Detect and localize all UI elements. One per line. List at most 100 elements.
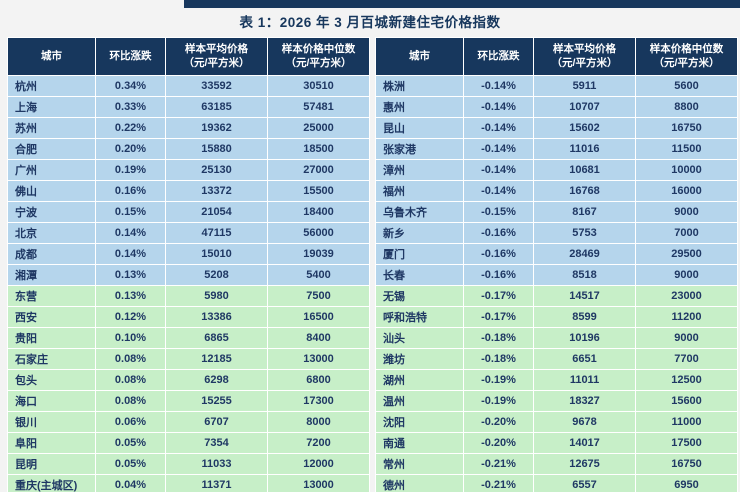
- avg-price-cell: 15255: [165, 390, 268, 412]
- mom-change-cell: 0.22%: [95, 117, 166, 139]
- city-cell: 昆山: [375, 117, 464, 139]
- median-price-cell: 19039: [267, 243, 370, 265]
- table-row: 长春 -0.16% 8518 9000: [375, 264, 738, 286]
- city-cell: 漳州: [375, 159, 464, 181]
- median-price-cell: 5600: [635, 75, 738, 97]
- mom-change-cell: -0.16%: [463, 264, 534, 286]
- mom-change-cell: -0.17%: [463, 306, 534, 328]
- table-row: 乌鲁木齐 -0.15% 8167 9000: [375, 201, 738, 223]
- median-price-cell: 27000: [267, 159, 370, 181]
- avg-price-cell: 11033: [165, 453, 268, 475]
- city-cell: 厦门: [375, 243, 464, 265]
- median-price-cell: 15500: [267, 180, 370, 202]
- price-table-left: 城市 环比涨跌 样本平均价格 （元/平方米） 样本价格中位数 （元/平方米） 杭州 0.3…: [7, 37, 370, 492]
- median-price-cell: 16750: [635, 117, 738, 139]
- mom-change-cell: 0.15%: [95, 201, 166, 223]
- table-row: 包头 0.08% 6298 6800: [7, 369, 370, 391]
- avg-price-cell: 21054: [165, 201, 268, 223]
- mom-change-cell: -0.21%: [463, 474, 534, 492]
- table-row: 杭州 0.34% 33592 30510: [7, 75, 370, 97]
- col-header-mom-change: 环比涨跌: [463, 37, 534, 76]
- city-cell: 湖州: [375, 369, 464, 391]
- city-cell: 福州: [375, 180, 464, 202]
- avg-price-cell: 15602: [533, 117, 636, 139]
- avg-price-cell: 6707: [165, 411, 268, 433]
- median-price-cell: 7000: [635, 222, 738, 244]
- city-cell: 贵阳: [7, 327, 96, 349]
- table-row: 温州 -0.19% 18327 15600: [375, 390, 738, 412]
- avg-price-cell: 11011: [533, 369, 636, 391]
- city-cell: 广州: [7, 159, 96, 181]
- median-price-cell: 29500: [635, 243, 738, 265]
- city-cell: 温州: [375, 390, 464, 412]
- col-header-mom-change: 环比涨跌: [95, 37, 166, 76]
- avg-price-cell: 8167: [533, 201, 636, 223]
- mom-change-cell: -0.19%: [463, 390, 534, 412]
- city-cell: 汕头: [375, 327, 464, 349]
- city-cell: 杭州: [7, 75, 96, 97]
- col-header-avg-price: 样本平均价格 （元/平方米）: [165, 37, 268, 76]
- mom-change-cell: 0.34%: [95, 75, 166, 97]
- mom-change-cell: -0.16%: [463, 243, 534, 265]
- city-cell: 新乡: [375, 222, 464, 244]
- table-row: 宁波 0.15% 21054 18400: [7, 201, 370, 223]
- table-row: 上海 0.33% 63185 57481: [7, 96, 370, 118]
- median-price-cell: 5400: [267, 264, 370, 286]
- mom-change-cell: 0.04%: [95, 474, 166, 492]
- table-row: 昆明 0.05% 11033 12000: [7, 453, 370, 475]
- city-cell: 苏州: [7, 117, 96, 139]
- mom-change-cell: 0.33%: [95, 96, 166, 118]
- table-row: 无锡 -0.17% 14517 23000: [375, 285, 738, 307]
- table-row: 株洲 -0.14% 5911 5600: [375, 75, 738, 97]
- city-cell: 佛山: [7, 180, 96, 202]
- table-row: 贵阳 0.10% 6865 8400: [7, 327, 370, 349]
- city-cell: 德州: [375, 474, 464, 492]
- city-cell: 呼和浩特: [375, 306, 464, 328]
- median-price-cell: 7200: [267, 432, 370, 454]
- col-header-city: 城市: [375, 37, 464, 76]
- city-cell: 银川: [7, 411, 96, 433]
- median-price-cell: 12500: [635, 369, 738, 391]
- avg-price-cell: 18327: [533, 390, 636, 412]
- table-row: 苏州 0.22% 19362 25000: [7, 117, 370, 139]
- avg-price-cell: 28469: [533, 243, 636, 265]
- avg-price-cell: 14517: [533, 285, 636, 307]
- city-cell: 张家港: [375, 138, 464, 160]
- median-price-cell: 56000: [267, 222, 370, 244]
- col-header-city: 城市: [7, 37, 96, 76]
- avg-price-cell: 12675: [533, 453, 636, 475]
- avg-price-cell: 11016: [533, 138, 636, 160]
- median-price-cell: 16000: [635, 180, 738, 202]
- mom-change-cell: -0.20%: [463, 411, 534, 433]
- table-row: 湖州 -0.19% 11011 12500: [375, 369, 738, 391]
- city-cell: 惠州: [375, 96, 464, 118]
- table-row: 东营 0.13% 5980 7500: [7, 285, 370, 307]
- table-row: 张家港 -0.14% 11016 11500: [375, 138, 738, 160]
- table-row: 新乡 -0.16% 5753 7000: [375, 222, 738, 244]
- median-price-cell: 11000: [635, 411, 738, 433]
- table-row: 佛山 0.16% 13372 15500: [7, 180, 370, 202]
- avg-price-cell: 63185: [165, 96, 268, 118]
- city-cell: 北京: [7, 222, 96, 244]
- avg-price-cell: 10707: [533, 96, 636, 118]
- table-row: 湘潭 0.13% 5208 5400: [7, 264, 370, 286]
- median-price-cell: 57481: [267, 96, 370, 118]
- median-price-cell: 15600: [635, 390, 738, 412]
- avg-price-cell: 14017: [533, 432, 636, 454]
- mom-change-cell: -0.14%: [463, 75, 534, 97]
- median-price-cell: 13000: [267, 474, 370, 492]
- city-cell: 西安: [7, 306, 96, 328]
- median-price-cell: 6800: [267, 369, 370, 391]
- table-row: 昆山 -0.14% 15602 16750: [375, 117, 738, 139]
- city-cell: 包头: [7, 369, 96, 391]
- median-price-cell: 11200: [635, 306, 738, 328]
- avg-price-cell: 47115: [165, 222, 268, 244]
- table-row: 沈阳 -0.20% 9678 11000: [375, 411, 738, 433]
- avg-price-cell: 15010: [165, 243, 268, 265]
- mom-change-cell: -0.18%: [463, 348, 534, 370]
- avg-price-cell: 6865: [165, 327, 268, 349]
- median-price-cell: 13000: [267, 348, 370, 370]
- table-row: 阜阳 0.05% 7354 7200: [7, 432, 370, 454]
- mom-change-cell: 0.08%: [95, 390, 166, 412]
- avg-price-cell: 8599: [533, 306, 636, 328]
